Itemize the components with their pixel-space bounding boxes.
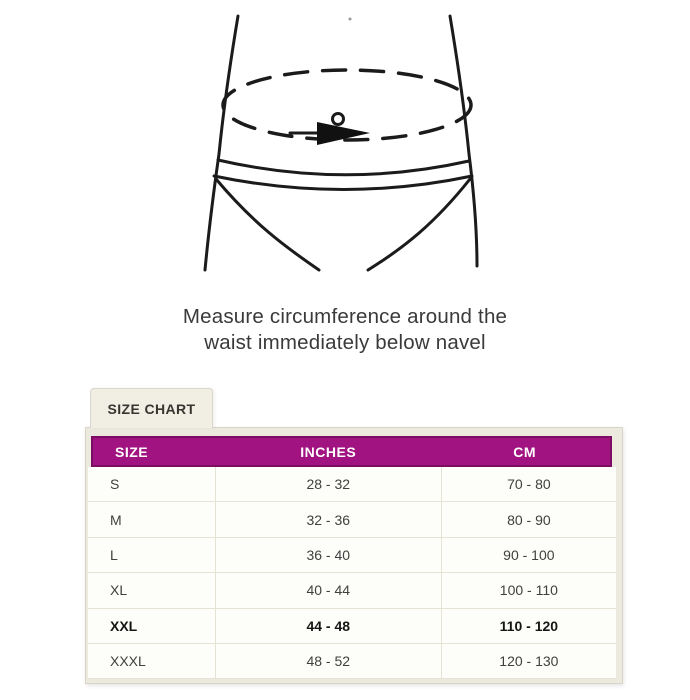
measuring-tape-dashed-ellipse [221, 68, 473, 142]
arrow-icon [317, 122, 370, 145]
table-row-s: S 28 - 32 70 - 80 [88, 467, 616, 503]
table-header-row: SIZE INCHES CM [91, 436, 612, 467]
cell-size: S [110, 476, 120, 493]
brief-right-leg-line [366, 177, 472, 272]
cell-inches: 32 - 36 [214, 502, 442, 537]
cell-size: M [110, 511, 122, 528]
waistband-top-line [216, 158, 471, 177]
column-header-size: SIZE [115, 443, 149, 460]
size-chart-panel: SIZE INCHES CM S 28 - 32 70 - 80 M 32 - … [85, 427, 623, 684]
column-header-cm: CM [513, 443, 537, 460]
cell-size: XXXL [110, 653, 146, 670]
tab-size-chart[interactable]: SIZE CHART [90, 388, 213, 428]
small-dot [348, 17, 352, 21]
brief-left-leg-line [214, 177, 321, 272]
cell-size: XXL [110, 617, 138, 634]
cell-inches: 40 - 44 [214, 573, 442, 608]
cell-inches: 28 - 32 [214, 467, 442, 502]
measurement-instruction: Measure circumference around the waist i… [0, 304, 690, 356]
table-row-l: L 36 - 40 90 - 100 [88, 537, 616, 574]
column-header-inches: INCHES [300, 443, 357, 460]
waistband-bottom-line [212, 174, 474, 191]
cell-size: L [110, 546, 118, 563]
cell-cm: 110 - 120 [499, 617, 559, 634]
cell-inches: 36 - 40 [214, 537, 442, 573]
torso-right-outline [448, 14, 479, 268]
navel-dot [331, 112, 345, 126]
instruction-line-2: waist immediately below navel [204, 331, 486, 354]
cell-cm: 100 - 110 [499, 582, 558, 599]
table-row-xxxl: XXXL 48 - 52 120 - 130 [88, 643, 616, 680]
cell-cm: 70 - 80 [507, 476, 551, 493]
cell-cm: 90 - 100 [503, 546, 555, 563]
instruction-line-1: Measure circumference around the [182, 305, 508, 328]
table-body: S 28 - 32 70 - 80 M 32 - 36 80 - 90 L 36… [88, 467, 616, 680]
table-row-xxl-highlighted: XXL 44 - 48 110 - 120 [88, 608, 616, 644]
cell-inches: 44 - 48 [214, 608, 442, 643]
waist-diagram [203, 14, 479, 272]
cell-size: XL [110, 582, 128, 599]
cell-cm: 80 - 90 [507, 511, 551, 528]
cell-inches: 48 - 52 [214, 643, 442, 679]
tab-size-chart-label: SIZE CHART [107, 400, 196, 417]
table-row-m: M 32 - 36 80 - 90 [88, 502, 616, 538]
table-row-xl: XL 40 - 44 100 - 110 [88, 573, 616, 609]
torso-left-outline [203, 14, 240, 272]
cell-cm: 120 - 130 [499, 653, 559, 670]
